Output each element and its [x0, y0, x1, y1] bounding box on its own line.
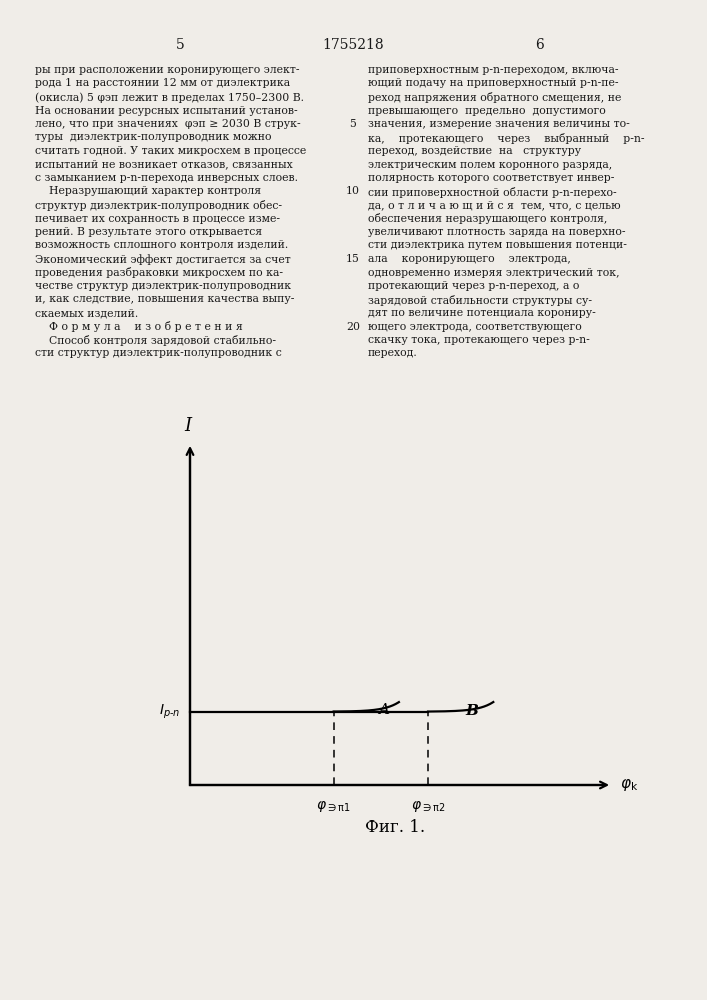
Text: $\varphi_{\rm \ni\pi 2}$: $\varphi_{\rm \ni\pi 2}$ [411, 799, 445, 814]
Text: 6: 6 [536, 38, 544, 52]
Text: скачку тока, протекающего через p-n-: скачку тока, протекающего через p-n- [368, 335, 590, 345]
Text: 10: 10 [346, 186, 360, 196]
Text: значения, измерение значения величины то-: значения, измерение значения величины то… [368, 119, 630, 129]
Text: ка,    протекающего    через    выбранный    p-n-: ка, протекающего через выбранный p-n- [368, 132, 645, 143]
Text: лено, что при значениях  φэп ≥ 2030 В струк-: лено, что при значениях φэп ≥ 2030 В стр… [35, 119, 300, 129]
Text: $\varphi_{\rm k}$: $\varphi_{\rm k}$ [620, 777, 638, 793]
Text: ала    коронирующего    электрода,: ала коронирующего электрода, [368, 254, 571, 264]
Text: B: B [466, 704, 479, 718]
Text: ющий подачу на приповерхностный p-n-пе-: ющий подачу на приповерхностный p-n-пе- [368, 79, 619, 89]
Text: 1755218: 1755218 [322, 38, 384, 52]
Text: проведения разбраковки микросхем по ка-: проведения разбраковки микросхем по ка- [35, 267, 283, 278]
Text: 5: 5 [349, 119, 356, 129]
Text: испытаний не возникает отказов, связанных: испытаний не возникает отказов, связанны… [35, 159, 293, 169]
Text: печивает их сохранность в процессе изме-: печивает их сохранность в процессе изме- [35, 214, 280, 224]
Text: структур диэлектрик-полупроводник обес-: структур диэлектрик-полупроводник обес- [35, 200, 282, 211]
Text: и, как следствие, повышения качества выпу-: и, как следствие, повышения качества вып… [35, 294, 294, 304]
Text: 5: 5 [175, 38, 185, 52]
Text: превышающего  предельно  допустимого: превышающего предельно допустимого [368, 105, 606, 115]
Text: 15: 15 [346, 254, 360, 264]
Text: дят по величине потенциала корониру-: дят по величине потенциала корониру- [368, 308, 596, 318]
Text: одновременно измеряя электрический ток,: одновременно измеряя электрический ток, [368, 267, 619, 277]
Text: I: I [185, 417, 192, 435]
Text: увеличивают плотность заряда на поверхно-: увеличивают плотность заряда на поверхно… [368, 227, 626, 237]
Text: обеспечения неразрушающего контроля,: обеспечения неразрушающего контроля, [368, 214, 607, 225]
Text: ры при расположении коронирующего элект-: ры при расположении коронирующего элект- [35, 65, 300, 75]
Text: Фиг. 1.: Фиг. 1. [365, 818, 425, 836]
Text: протекающий через p-n-переход, а о: протекающий через p-n-переход, а о [368, 281, 579, 291]
Text: переход, воздействие  на   структуру: переход, воздействие на структуру [368, 146, 581, 156]
Text: переход.: переход. [368, 349, 418, 359]
Text: Ф о р м у л а    и з о б р е т е н и я: Ф о р м у л а и з о б р е т е н и я [35, 322, 243, 332]
Text: скаемых изделий.: скаемых изделий. [35, 308, 139, 318]
Text: сти структур диэлектрик-полупроводник с: сти структур диэлектрик-полупроводник с [35, 349, 282, 359]
Text: реход напряжения обратного смещения, не: реход напряжения обратного смещения, не [368, 92, 621, 103]
Text: $I_{p\text{-}n}$: $I_{p\text{-}n}$ [159, 703, 180, 721]
Text: A: A [378, 703, 389, 717]
Text: честве структур диэлектрик-полупроводник: честве структур диэлектрик-полупроводник [35, 281, 291, 291]
Text: считать годной. У таких микросхем в процессе: считать годной. У таких микросхем в проц… [35, 146, 306, 156]
Text: 20: 20 [346, 322, 360, 332]
Text: Экономический эффект достигается за счет: Экономический эффект достигается за счет [35, 254, 291, 265]
Text: рений. В результате этого открывается: рений. В результате этого открывается [35, 227, 262, 237]
Text: полярность которого соответствует инвер-: полярность которого соответствует инвер- [368, 173, 614, 183]
Text: сти диэлектрика путем повышения потенци-: сти диэлектрика путем повышения потенци- [368, 240, 627, 250]
Text: Неразрушающий характер контроля: Неразрушающий характер контроля [35, 186, 261, 196]
Text: $\varphi_{\rm \ni\pi 1}$: $\varphi_{\rm \ni\pi 1}$ [316, 799, 351, 814]
Text: На основании ресурсных испытаний установ-: На основании ресурсных испытаний установ… [35, 105, 298, 115]
Text: Способ контроля зарядовой стабильно-: Способ контроля зарядовой стабильно- [35, 335, 276, 346]
Text: возможность сплошного контроля изделий.: возможность сплошного контроля изделий. [35, 240, 288, 250]
Text: рода 1 на расстоянии 12 мм от диэлектрика: рода 1 на расстоянии 12 мм от диэлектрик… [35, 79, 290, 89]
Text: приповерхностным p-n-переходом, включа-: приповерхностным p-n-переходом, включа- [368, 65, 619, 75]
Text: сии приповерхностной области p-n-перехо-: сии приповерхностной области p-n-перехо- [368, 186, 617, 198]
Text: с замыканием p-n-перехода инверсных слоев.: с замыканием p-n-перехода инверсных слое… [35, 173, 298, 183]
Text: туры  диэлектрик-полупроводник можно: туры диэлектрик-полупроводник можно [35, 132, 271, 142]
Text: да, о т л и ч а ю щ и й с я  тем, что, с целью: да, о т л и ч а ю щ и й с я тем, что, с … [368, 200, 621, 210]
Text: электрическим полем коронного разряда,: электрическим полем коронного разряда, [368, 159, 612, 169]
Text: (окисла) 5 φэп лежит в пределах 1750–2300 В.: (окисла) 5 φэп лежит в пределах 1750–230… [35, 92, 304, 103]
Text: зарядовой стабильности структуры су-: зарядовой стабильности структуры су- [368, 294, 592, 306]
Text: ющего электрода, соответствующего: ющего электрода, соответствующего [368, 322, 582, 332]
